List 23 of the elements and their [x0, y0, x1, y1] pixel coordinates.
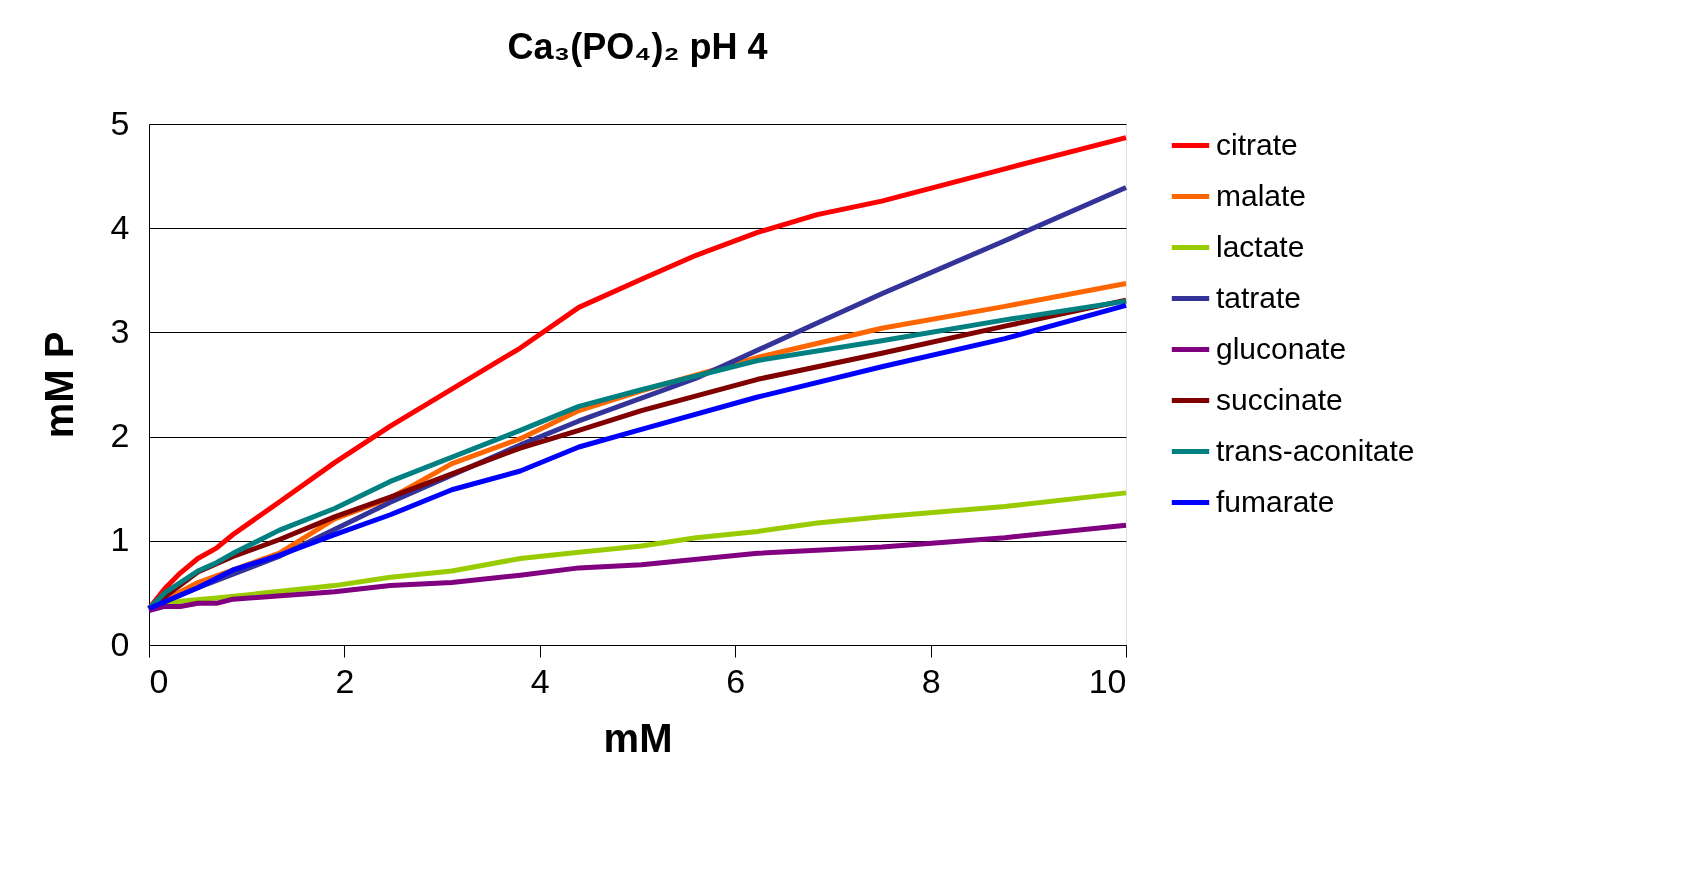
x-tick-label: 4: [530, 661, 550, 700]
legend-label: citrate: [1216, 127, 1298, 161]
y-tick-label: 1: [110, 520, 130, 559]
legend-label: trans-aconitate: [1216, 433, 1415, 467]
y-tick-label: 2: [110, 416, 130, 455]
legend-label: succinate: [1216, 382, 1343, 416]
x-tick-label: 2: [335, 661, 355, 700]
legend-label: fumarate: [1216, 484, 1335, 518]
y-axis-title: mM P: [36, 331, 81, 439]
x-tick-label: 10: [1088, 661, 1127, 700]
y-tick-label: 4: [110, 207, 130, 246]
y-tick-label: 5: [110, 103, 130, 142]
legend-label: malate: [1216, 178, 1307, 212]
x-axis-title: mM: [603, 715, 673, 760]
x-tick-label: 6: [726, 661, 746, 700]
y-tick-label: 0: [110, 624, 130, 663]
legend-label: lactate: [1216, 229, 1305, 263]
legend-label: gluconate: [1216, 331, 1347, 365]
legend-label: tatrate: [1216, 280, 1302, 314]
x-tick-label: 0: [149, 661, 169, 700]
chart-title: Ca₃(PO₄)₂ pH 4: [507, 26, 768, 67]
y-tick-label: 3: [110, 311, 130, 350]
x-tick-label: 8: [921, 661, 941, 700]
